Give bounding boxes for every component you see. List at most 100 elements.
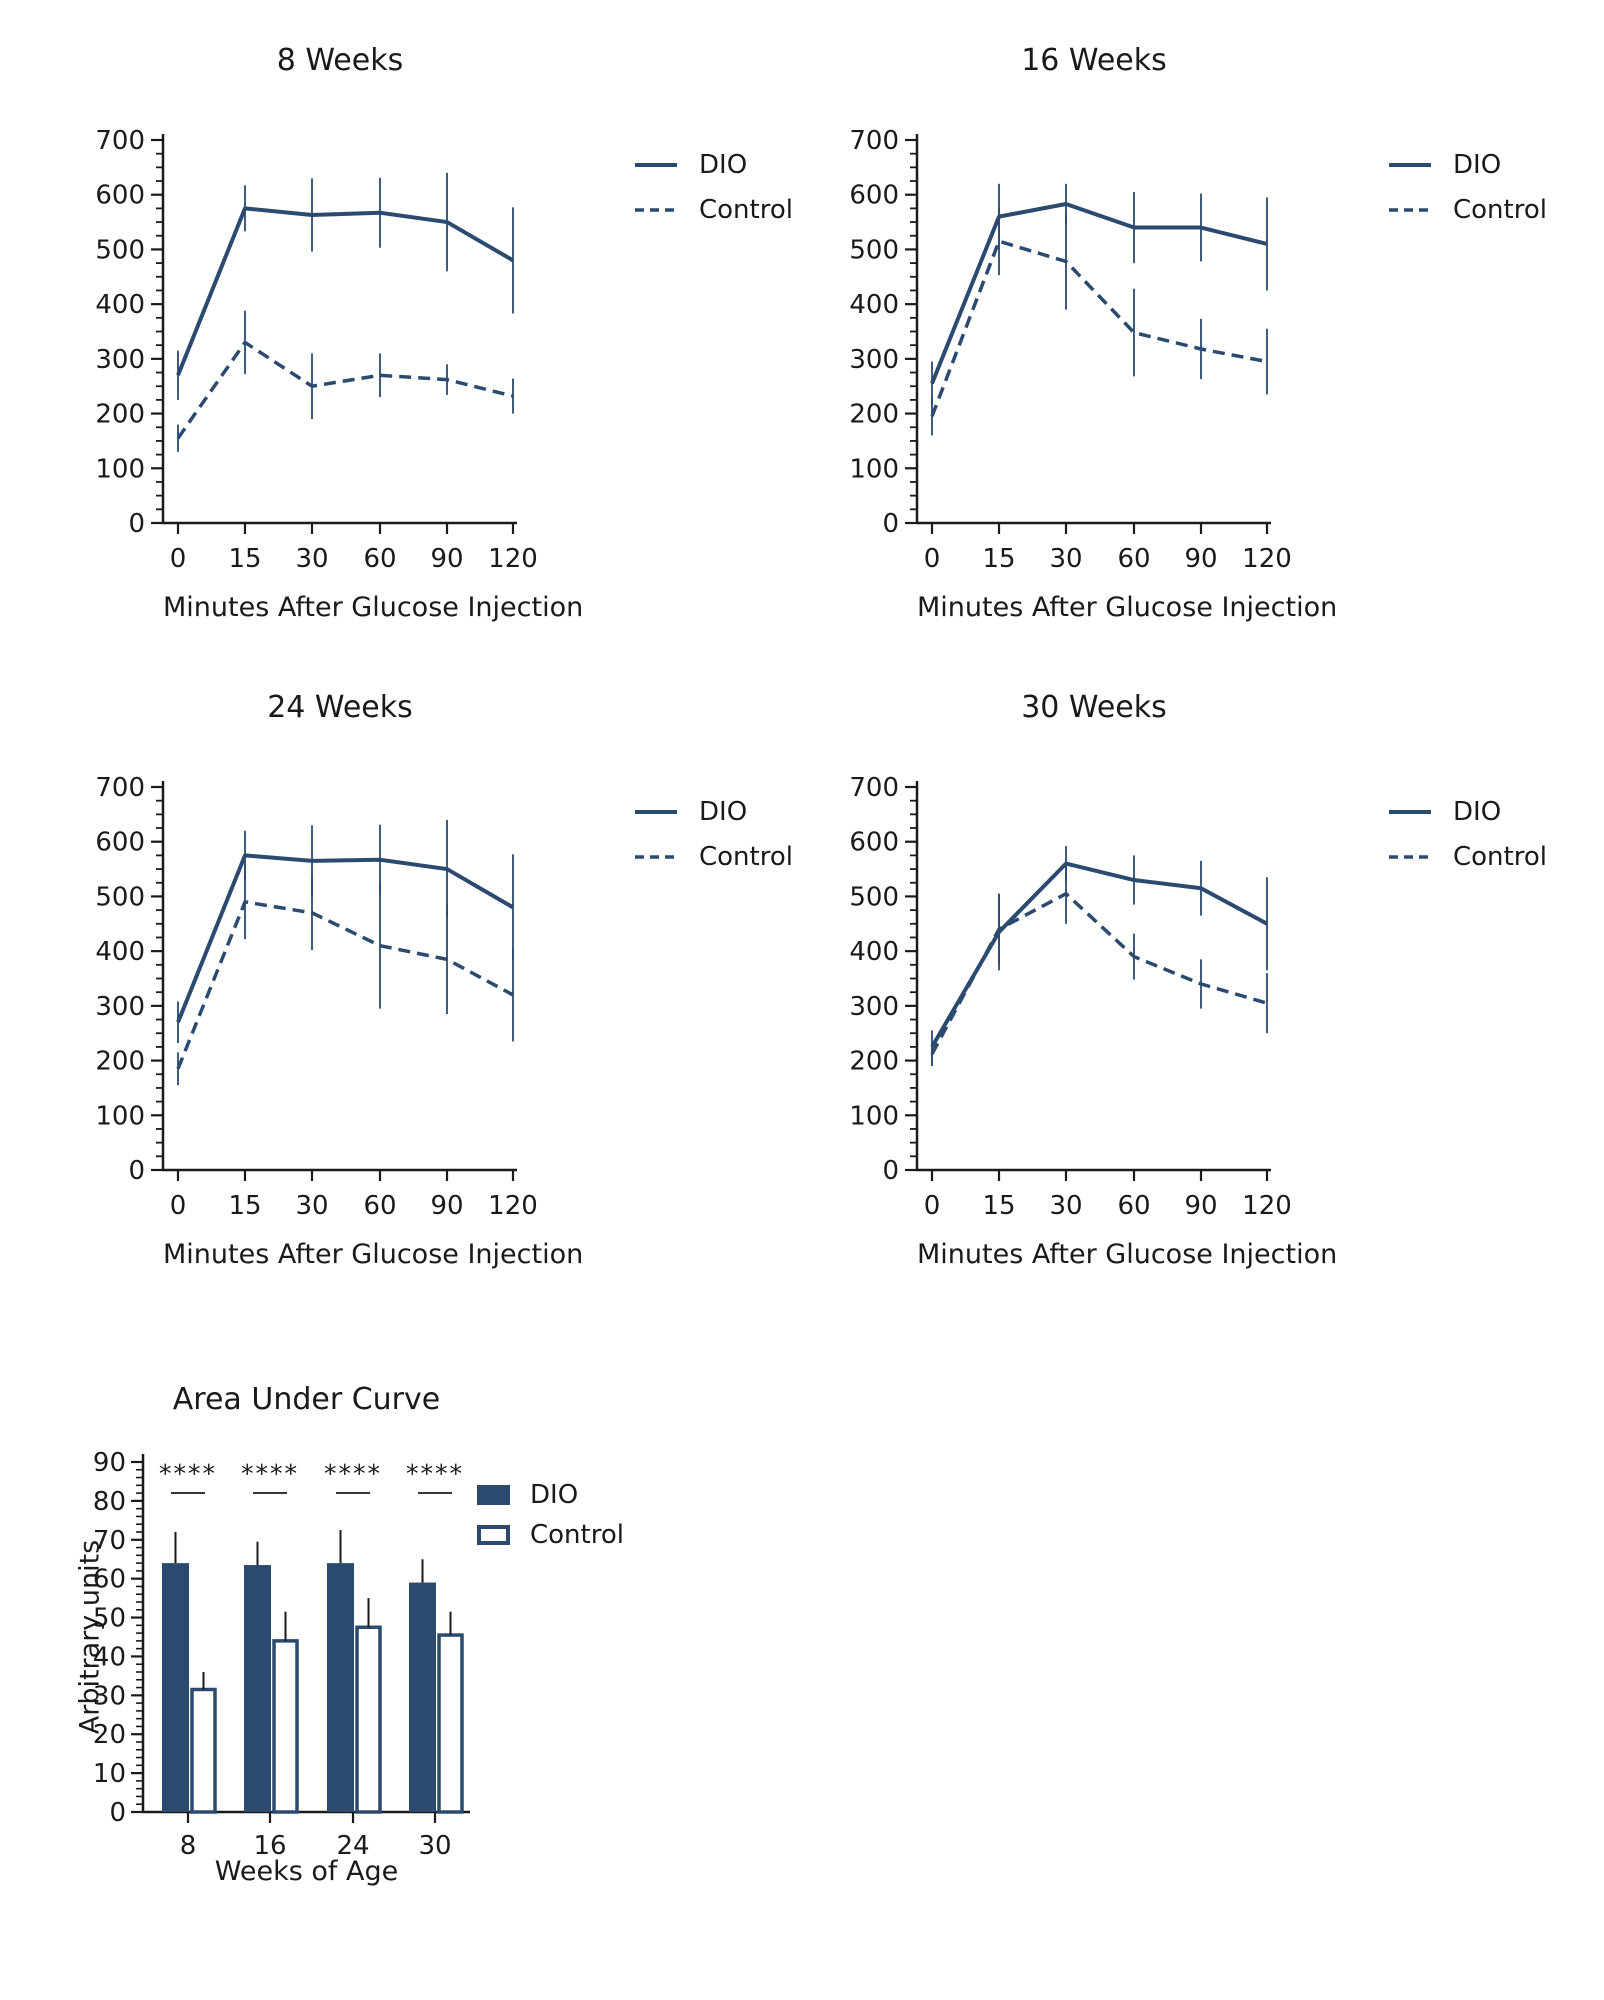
bar-plot-auc: 0 10 20 30 40 50 60 70 80 90 8 16 24 30 **** **** **** **…: [93, 1448, 470, 1861]
svg-text:600: 600: [849, 181, 899, 211]
svg-text:15: 15: [982, 544, 1015, 574]
legend-item-dio: DIO: [477, 1480, 624, 1510]
legend: DIO Control: [477, 1480, 624, 1550]
svg-text:90: 90: [1184, 1191, 1217, 1221]
svg-text:30: 30: [295, 544, 328, 574]
legend-item-control: Control: [633, 195, 793, 225]
svg-text:500: 500: [95, 882, 145, 912]
svg-text:40: 40: [93, 1642, 126, 1672]
legend-label-control: Control: [699, 842, 793, 872]
svg-text:30: 30: [295, 1191, 328, 1221]
svg-text:15: 15: [228, 544, 261, 574]
legend-label-dio: DIO: [1453, 150, 1502, 180]
svg-text:120: 120: [488, 1191, 538, 1221]
svg-text:500: 500: [849, 882, 899, 912]
svg-text:****: ****: [241, 1459, 299, 1488]
chart-title-16-weeks: 16 Weeks: [1021, 43, 1167, 78]
dashed-line-sample-icon: [635, 855, 677, 859]
legend-label-control: Control: [530, 1520, 624, 1550]
legend-item-control: Control: [1387, 195, 1547, 225]
svg-text:400: 400: [95, 290, 145, 320]
svg-text:0: 0: [882, 509, 899, 539]
svg-text:120: 120: [1242, 544, 1292, 574]
svg-text:300: 300: [95, 345, 145, 375]
svg-text:100: 100: [95, 1101, 145, 1131]
svg-text:0: 0: [128, 509, 145, 539]
chart-title-auc: Area Under Curve: [172, 1382, 441, 1417]
legend: DIO Control: [1387, 150, 1547, 225]
legend-label-dio: DIO: [699, 150, 748, 180]
line-chart-cell-8-weeks: 8 Weeks 0 100 200 300 400 500 600 700 0 15 30 60 90 1…: [0, 0, 800, 647]
line-chart-cell-16-weeks: 16 Weeks 0 100 200 300 400 500 600 700 0 15 30 60 90…: [754, 0, 1554, 647]
solid-line-sample-icon: [635, 163, 677, 167]
x-axis-label: Minutes After Glucose Injection: [163, 592, 584, 623]
legend-item-control: Control: [633, 842, 793, 872]
svg-text:90: 90: [1184, 544, 1217, 574]
svg-text:30: 30: [93, 1681, 126, 1711]
svg-text:90: 90: [430, 1191, 463, 1221]
svg-text:700: 700: [95, 773, 145, 803]
svg-text:50: 50: [93, 1604, 126, 1634]
legend-label-control: Control: [1453, 842, 1547, 872]
line-plot-24-weeks: 0 100 200 300 400 500 600 700 0 15 30 60 90 120: [95, 773, 538, 1221]
svg-text:20: 20: [93, 1720, 126, 1750]
svg-text:30: 30: [1049, 1191, 1082, 1221]
svg-text:600: 600: [95, 828, 145, 858]
svg-text:30: 30: [1049, 544, 1082, 574]
svg-text:200: 200: [849, 400, 899, 430]
line-plot-8-weeks: 0 100 200 300 400 500 600 700 0 15 30 60 90 120: [95, 126, 538, 574]
legend: DIO Control: [633, 797, 793, 872]
line-plot-16-weeks: 0 100 200 300 400 500 600 700 0 15 30 60 90 120: [849, 126, 1292, 574]
line-chart-cell-24-weeks: 24 Weeks 0 100 200 300 400 500 600 700 0 15 30 60 90…: [0, 647, 800, 1294]
svg-text:600: 600: [95, 181, 145, 211]
svg-text:200: 200: [849, 1047, 899, 1077]
svg-text:90: 90: [93, 1448, 126, 1478]
x-axis-label: Minutes After Glucose Injection: [917, 592, 1338, 623]
x-axis-label: Weeks of Age: [214, 1856, 399, 1887]
svg-text:0: 0: [924, 544, 941, 574]
chart-title-30-weeks: 30 Weeks: [1021, 690, 1167, 725]
svg-text:120: 120: [488, 544, 538, 574]
chart-title-24-weeks: 24 Weeks: [267, 690, 413, 725]
svg-text:400: 400: [849, 937, 899, 967]
svg-text:400: 400: [849, 290, 899, 320]
solid-line-sample-icon: [1389, 810, 1431, 814]
legend: DIO Control: [1387, 797, 1547, 872]
x-axis-label: Minutes After Glucose Injection: [917, 1239, 1338, 1270]
legend-item-control: Control: [1387, 842, 1547, 872]
svg-text:60: 60: [93, 1565, 126, 1595]
svg-text:300: 300: [849, 992, 899, 1022]
svg-text:****: ****: [159, 1459, 217, 1488]
line-plot-30-weeks: 0 100 200 300 400 500 600 700 0 15 30 60 90 120: [849, 773, 1291, 1221]
svg-text:30: 30: [418, 1831, 451, 1861]
legend-label-control: Control: [699, 195, 793, 225]
svg-text:500: 500: [95, 235, 145, 265]
svg-text:700: 700: [95, 126, 145, 156]
svg-text:200: 200: [95, 400, 145, 430]
svg-text:70: 70: [93, 1526, 126, 1556]
dashed-line-sample-icon: [1389, 208, 1431, 212]
solid-line-sample-icon: [1389, 163, 1431, 167]
dashed-line-sample-icon: [1389, 855, 1431, 859]
svg-text:****: ****: [406, 1459, 464, 1488]
svg-text:10: 10: [93, 1759, 126, 1789]
svg-text:15: 15: [228, 1191, 261, 1221]
legend-item-control: Control: [477, 1520, 624, 1550]
svg-text:0: 0: [109, 1798, 126, 1828]
bar-chart-cell-auc: Area Under Curve Arbitrary units 0 10 20 30…: [0, 1294, 760, 2000]
svg-text:600: 600: [849, 828, 899, 858]
svg-text:0: 0: [170, 544, 187, 574]
svg-text:0: 0: [170, 1191, 187, 1221]
svg-text:15: 15: [982, 1191, 1015, 1221]
dashed-line-sample-icon: [635, 208, 677, 212]
svg-text:400: 400: [95, 937, 145, 967]
legend-label-dio: DIO: [699, 797, 748, 827]
line-chart-cell-30-weeks: 30 Weeks 0 100 200 300 400 500 600 700 0 15 30 60 90…: [754, 647, 1554, 1294]
svg-text:8: 8: [180, 1831, 197, 1861]
outlined-square-swatch-icon: [477, 1525, 510, 1545]
svg-text:300: 300: [849, 345, 899, 375]
svg-text:700: 700: [849, 773, 899, 803]
svg-text:60: 60: [363, 544, 396, 574]
solid-line-sample-icon: [635, 810, 677, 814]
